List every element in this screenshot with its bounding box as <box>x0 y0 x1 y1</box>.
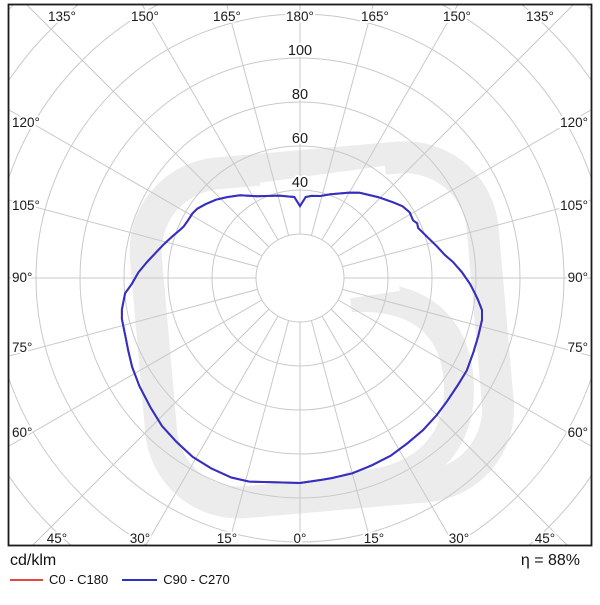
angle-label-bottom: 0° <box>294 531 307 546</box>
ring-value-label-100: 100 <box>288 43 312 59</box>
ring-value-label-80: 80 <box>292 87 308 103</box>
grid-spoke-300 <box>8 299 263 447</box>
legend: cd/klm η = 88% C0 - C180 C90 - C270 <box>10 552 580 587</box>
angle-label-top: 150° <box>131 9 159 24</box>
grid-spoke-255 <box>8 199 258 268</box>
angle-label-left: 105° <box>12 198 40 213</box>
grid-spoke-210 <box>141 4 279 241</box>
angle-label-bottom: 45° <box>47 531 67 546</box>
angle-label-top: 135° <box>48 9 76 24</box>
angle-label-top: 165° <box>361 9 389 24</box>
angle-label-right: 105° <box>560 198 588 213</box>
legend-item-c90-c270: C90 - C270 <box>122 572 230 587</box>
grid-spoke-60 <box>337 299 592 447</box>
grid-spoke-165 <box>310 4 374 236</box>
grid-spoke-225 <box>25 4 270 248</box>
angle-label-left: 75° <box>12 340 32 355</box>
watermark-logo <box>129 141 515 519</box>
grid-spoke-285 <box>8 288 258 357</box>
angle-label-left: 120° <box>12 115 40 130</box>
legend-label-c90-c270: C90 - C270 <box>163 572 230 587</box>
angle-label-left: 90° <box>12 270 32 285</box>
grid-spoke-195 <box>226 4 290 236</box>
grid-spoke-240 <box>8 109 263 257</box>
grid-spoke-345 <box>227 320 290 546</box>
grid-spoke-75 <box>342 288 592 357</box>
angle-label-top: 135° <box>526 9 554 24</box>
angle-label-top: 150° <box>443 9 471 24</box>
unit-label: cd/klm <box>10 552 57 569</box>
curve-c90-c270 <box>120 191 483 485</box>
watermark-tail <box>337 282 474 501</box>
ring-value-label-60: 60 <box>292 131 308 147</box>
legend-swatch-red <box>10 578 43 581</box>
angle-label-right: 75° <box>568 340 588 355</box>
grid-spoke-120 <box>337 109 592 257</box>
angle-label-bottom: 45° <box>535 531 555 546</box>
angle-label-bottom: 15° <box>217 531 237 546</box>
legend-item-c0-c180: C0 - C180 <box>10 572 108 587</box>
angle-label-left: 60° <box>12 425 32 440</box>
grid-spoke-150 <box>321 4 459 241</box>
legend-label-c0-c180: C0 - C180 <box>49 572 109 587</box>
angle-label-bottom: 15° <box>364 531 384 546</box>
ring-value-label-40: 40 <box>292 175 308 191</box>
angle-label-top: 180° <box>286 9 314 24</box>
legend-swatch-blue <box>122 578 158 581</box>
angle-label-top: 165° <box>213 9 241 24</box>
angle-label-bottom: 30° <box>449 531 469 546</box>
grid-spoke-105 <box>342 199 592 268</box>
grid-spoke-135 <box>330 4 575 248</box>
angle-label-right: 120° <box>560 115 588 130</box>
grid-spoke-330 <box>144 315 279 546</box>
grid-spoke-45 <box>330 308 569 546</box>
plot-border <box>7 3 593 547</box>
axis-labels: 40 60 80 100 135° 150° 165° 180° 165° 150° 135° 120… <box>10 7 590 548</box>
grid-spoke-15 <box>310 320 373 546</box>
angle-label-right: 60° <box>568 425 588 440</box>
watermark-notch <box>259 165 400 403</box>
grid-spoke-315 <box>31 308 270 546</box>
angle-label-right: 90° <box>568 270 588 285</box>
angle-label-bottom: 30° <box>130 531 150 546</box>
efficiency-value: η = 88% <box>520 552 580 569</box>
grid-spoke-30 <box>321 315 456 546</box>
